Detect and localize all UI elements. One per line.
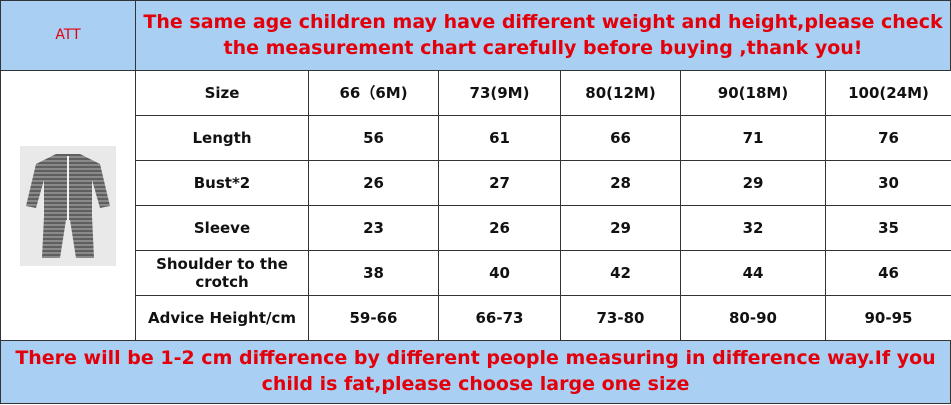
table-cell: 73-80 bbox=[560, 295, 681, 341]
table-cell: 40 bbox=[438, 250, 561, 296]
table-cell: 30 bbox=[825, 160, 951, 206]
header-label: ATT bbox=[0, 0, 136, 71]
row-label: Sleeve bbox=[135, 205, 309, 251]
table-cell: 44 bbox=[680, 250, 826, 296]
table-cell: 66-73 bbox=[438, 295, 561, 341]
table-cell: 76 bbox=[825, 115, 951, 161]
table-cell: 29 bbox=[560, 205, 681, 251]
column-header: 73(9M) bbox=[438, 70, 561, 116]
table-cell: 27 bbox=[438, 160, 561, 206]
row-header: Size bbox=[135, 70, 309, 116]
product-image-cell bbox=[0, 70, 136, 341]
column-header: 66（6M) bbox=[308, 70, 439, 116]
table-cell: 35 bbox=[825, 205, 951, 251]
product-image bbox=[20, 145, 116, 266]
table-cell: 29 bbox=[680, 160, 826, 206]
row-label: Bust*2 bbox=[135, 160, 309, 206]
table-cell: 38 bbox=[308, 250, 439, 296]
table-cell: 66 bbox=[560, 115, 681, 161]
table-cell: 61 bbox=[438, 115, 561, 161]
header-notice: The same age children may have different… bbox=[135, 0, 951, 71]
table-cell: 32 bbox=[680, 205, 826, 251]
table-cell: 42 bbox=[560, 250, 681, 296]
table-cell: 26 bbox=[308, 160, 439, 206]
column-header: 100(24M) bbox=[825, 70, 951, 116]
table-cell: 71 bbox=[680, 115, 826, 161]
column-header: 80(12M) bbox=[560, 70, 681, 116]
row-label: Length bbox=[135, 115, 309, 161]
table-cell: 56 bbox=[308, 115, 439, 161]
row-label: Advice Height/cm bbox=[135, 295, 309, 341]
table-cell: 28 bbox=[560, 160, 681, 206]
table-cell: 59-66 bbox=[308, 295, 439, 341]
table-cell: 26 bbox=[438, 205, 561, 251]
table-cell: 46 bbox=[825, 250, 951, 296]
row-label: Shoulder to the crotch bbox=[135, 250, 309, 296]
table-cell: 90-95 bbox=[825, 295, 951, 341]
table-cell: 23 bbox=[308, 205, 439, 251]
table-cell: 80-90 bbox=[680, 295, 826, 341]
column-header: 90(18M) bbox=[680, 70, 826, 116]
footer-notice: There will be 1-2 cm difference by diffe… bbox=[0, 340, 951, 404]
